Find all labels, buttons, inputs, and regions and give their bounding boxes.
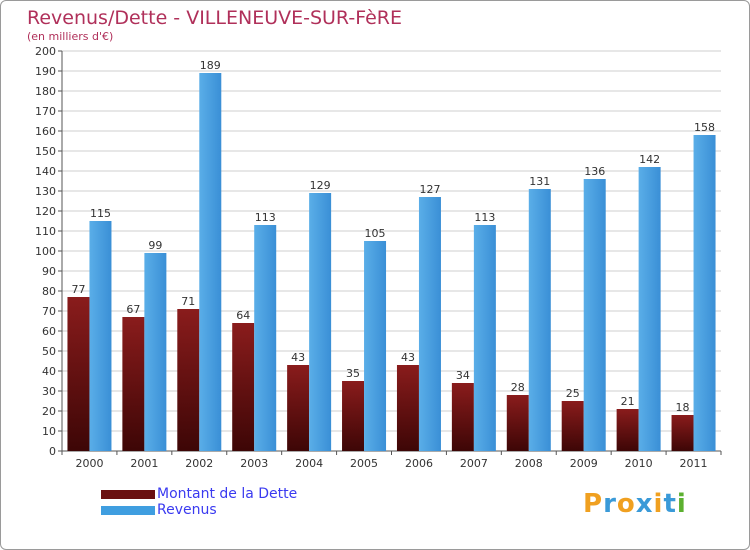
y-tick-label: 60 bbox=[42, 325, 56, 338]
data-label: 142 bbox=[639, 153, 660, 166]
data-label: 28 bbox=[511, 381, 525, 394]
legend-swatch-revenus bbox=[101, 506, 155, 515]
bar-dette bbox=[561, 401, 584, 451]
bar-revenus bbox=[89, 221, 112, 451]
data-label: 131 bbox=[529, 175, 550, 188]
bar-dette bbox=[451, 383, 474, 451]
legend-swatch-debt bbox=[101, 490, 155, 499]
y-tick-label: 80 bbox=[42, 285, 56, 298]
data-label: 115 bbox=[90, 207, 111, 220]
data-label: 99 bbox=[148, 239, 162, 252]
bar-revenus bbox=[473, 225, 496, 451]
y-tick-label: 50 bbox=[42, 345, 56, 358]
data-label: 21 bbox=[621, 395, 635, 408]
y-tick-label: 30 bbox=[42, 385, 56, 398]
proxiti-logo: Proxiti bbox=[583, 489, 687, 519]
x-tick-label: 2000 bbox=[75, 457, 103, 470]
data-label: 67 bbox=[126, 303, 140, 316]
data-label: 136 bbox=[584, 165, 605, 178]
chart-title: Revenus/Dette - VILLENEUVE-SUR-FèRE bbox=[27, 7, 402, 29]
bar-dette bbox=[177, 309, 200, 451]
y-tick-label: 130 bbox=[35, 185, 56, 198]
bar-revenus bbox=[583, 179, 606, 451]
bar-dette bbox=[396, 365, 419, 451]
bar-dette bbox=[616, 409, 639, 451]
x-tick-label: 2010 bbox=[625, 457, 653, 470]
y-tick-label: 180 bbox=[35, 85, 56, 98]
x-tick-label: 2003 bbox=[240, 457, 268, 470]
data-label: 113 bbox=[474, 211, 495, 224]
bar-revenus bbox=[528, 189, 551, 451]
bar-dette bbox=[232, 323, 255, 451]
bar-revenus bbox=[309, 193, 332, 451]
axes bbox=[58, 50, 722, 455]
bar-dette bbox=[287, 365, 310, 451]
y-tick-label: 190 bbox=[35, 65, 56, 78]
bar-dette bbox=[122, 317, 145, 451]
legend-label-debt: Montant de la Dette bbox=[157, 486, 298, 502]
y-tick-label: 150 bbox=[35, 145, 56, 158]
data-label: 129 bbox=[310, 179, 331, 192]
bar-dette bbox=[67, 297, 90, 451]
legend-label-revenus: Revenus bbox=[157, 502, 217, 518]
y-tick-label: 10 bbox=[42, 425, 56, 438]
y-tick-label: 0 bbox=[49, 445, 56, 458]
x-tick-label: 2005 bbox=[350, 457, 378, 470]
labels: 0 10 20 30 40 50 60 70 80 90 100 110 120 130 140 150 160… bbox=[35, 45, 715, 470]
bar-revenus bbox=[693, 135, 716, 451]
x-tick-label: 2008 bbox=[515, 457, 543, 470]
y-tick-label: 20 bbox=[42, 405, 56, 418]
y-tick-label: 170 bbox=[35, 105, 56, 118]
data-label: 25 bbox=[566, 387, 580, 400]
x-tick-label: 2002 bbox=[185, 457, 213, 470]
data-label: 71 bbox=[181, 295, 195, 308]
data-label: 105 bbox=[365, 227, 386, 240]
data-label: 34 bbox=[456, 369, 470, 382]
x-tick-label: 2004 bbox=[295, 457, 323, 470]
y-tick-label: 110 bbox=[35, 225, 56, 238]
bar-dette bbox=[671, 415, 694, 451]
bars bbox=[67, 73, 716, 451]
y-tick-label: 160 bbox=[35, 125, 56, 138]
data-label: 43 bbox=[291, 351, 305, 364]
data-label: 43 bbox=[401, 351, 415, 364]
bar-revenus bbox=[144, 253, 167, 451]
y-tick-label: 140 bbox=[35, 165, 56, 178]
data-label: 35 bbox=[346, 367, 360, 380]
y-tick-label: 200 bbox=[35, 45, 56, 58]
bar-revenus bbox=[254, 225, 277, 451]
grid-lines bbox=[62, 50, 721, 452]
bar-dette bbox=[506, 395, 529, 451]
x-tick-label: 2007 bbox=[460, 457, 488, 470]
x-tick-label: 2011 bbox=[680, 457, 708, 470]
y-tick-label: 120 bbox=[35, 205, 56, 218]
bar-revenus bbox=[364, 241, 387, 451]
y-tick-label: 40 bbox=[42, 365, 56, 378]
data-label: 127 bbox=[419, 183, 440, 196]
bar-revenus bbox=[199, 73, 222, 451]
y-tick-label: 70 bbox=[42, 305, 56, 318]
x-tick-label: 2001 bbox=[130, 457, 158, 470]
bar-dette bbox=[342, 381, 365, 451]
chart-subtitle: (en milliers d'€) bbox=[27, 30, 114, 43]
bar-revenus bbox=[638, 167, 661, 451]
data-label: 18 bbox=[676, 401, 690, 414]
x-tick-label: 2006 bbox=[405, 457, 433, 470]
data-label: 189 bbox=[200, 59, 221, 72]
y-tick-label: 90 bbox=[42, 265, 56, 278]
x-tick-label: 2009 bbox=[570, 457, 598, 470]
data-label: 158 bbox=[694, 121, 715, 134]
y-tick-label: 100 bbox=[35, 245, 56, 258]
data-label: 64 bbox=[236, 309, 250, 322]
data-label: 77 bbox=[71, 283, 85, 296]
bar-revenus bbox=[418, 197, 441, 451]
data-label: 113 bbox=[255, 211, 276, 224]
